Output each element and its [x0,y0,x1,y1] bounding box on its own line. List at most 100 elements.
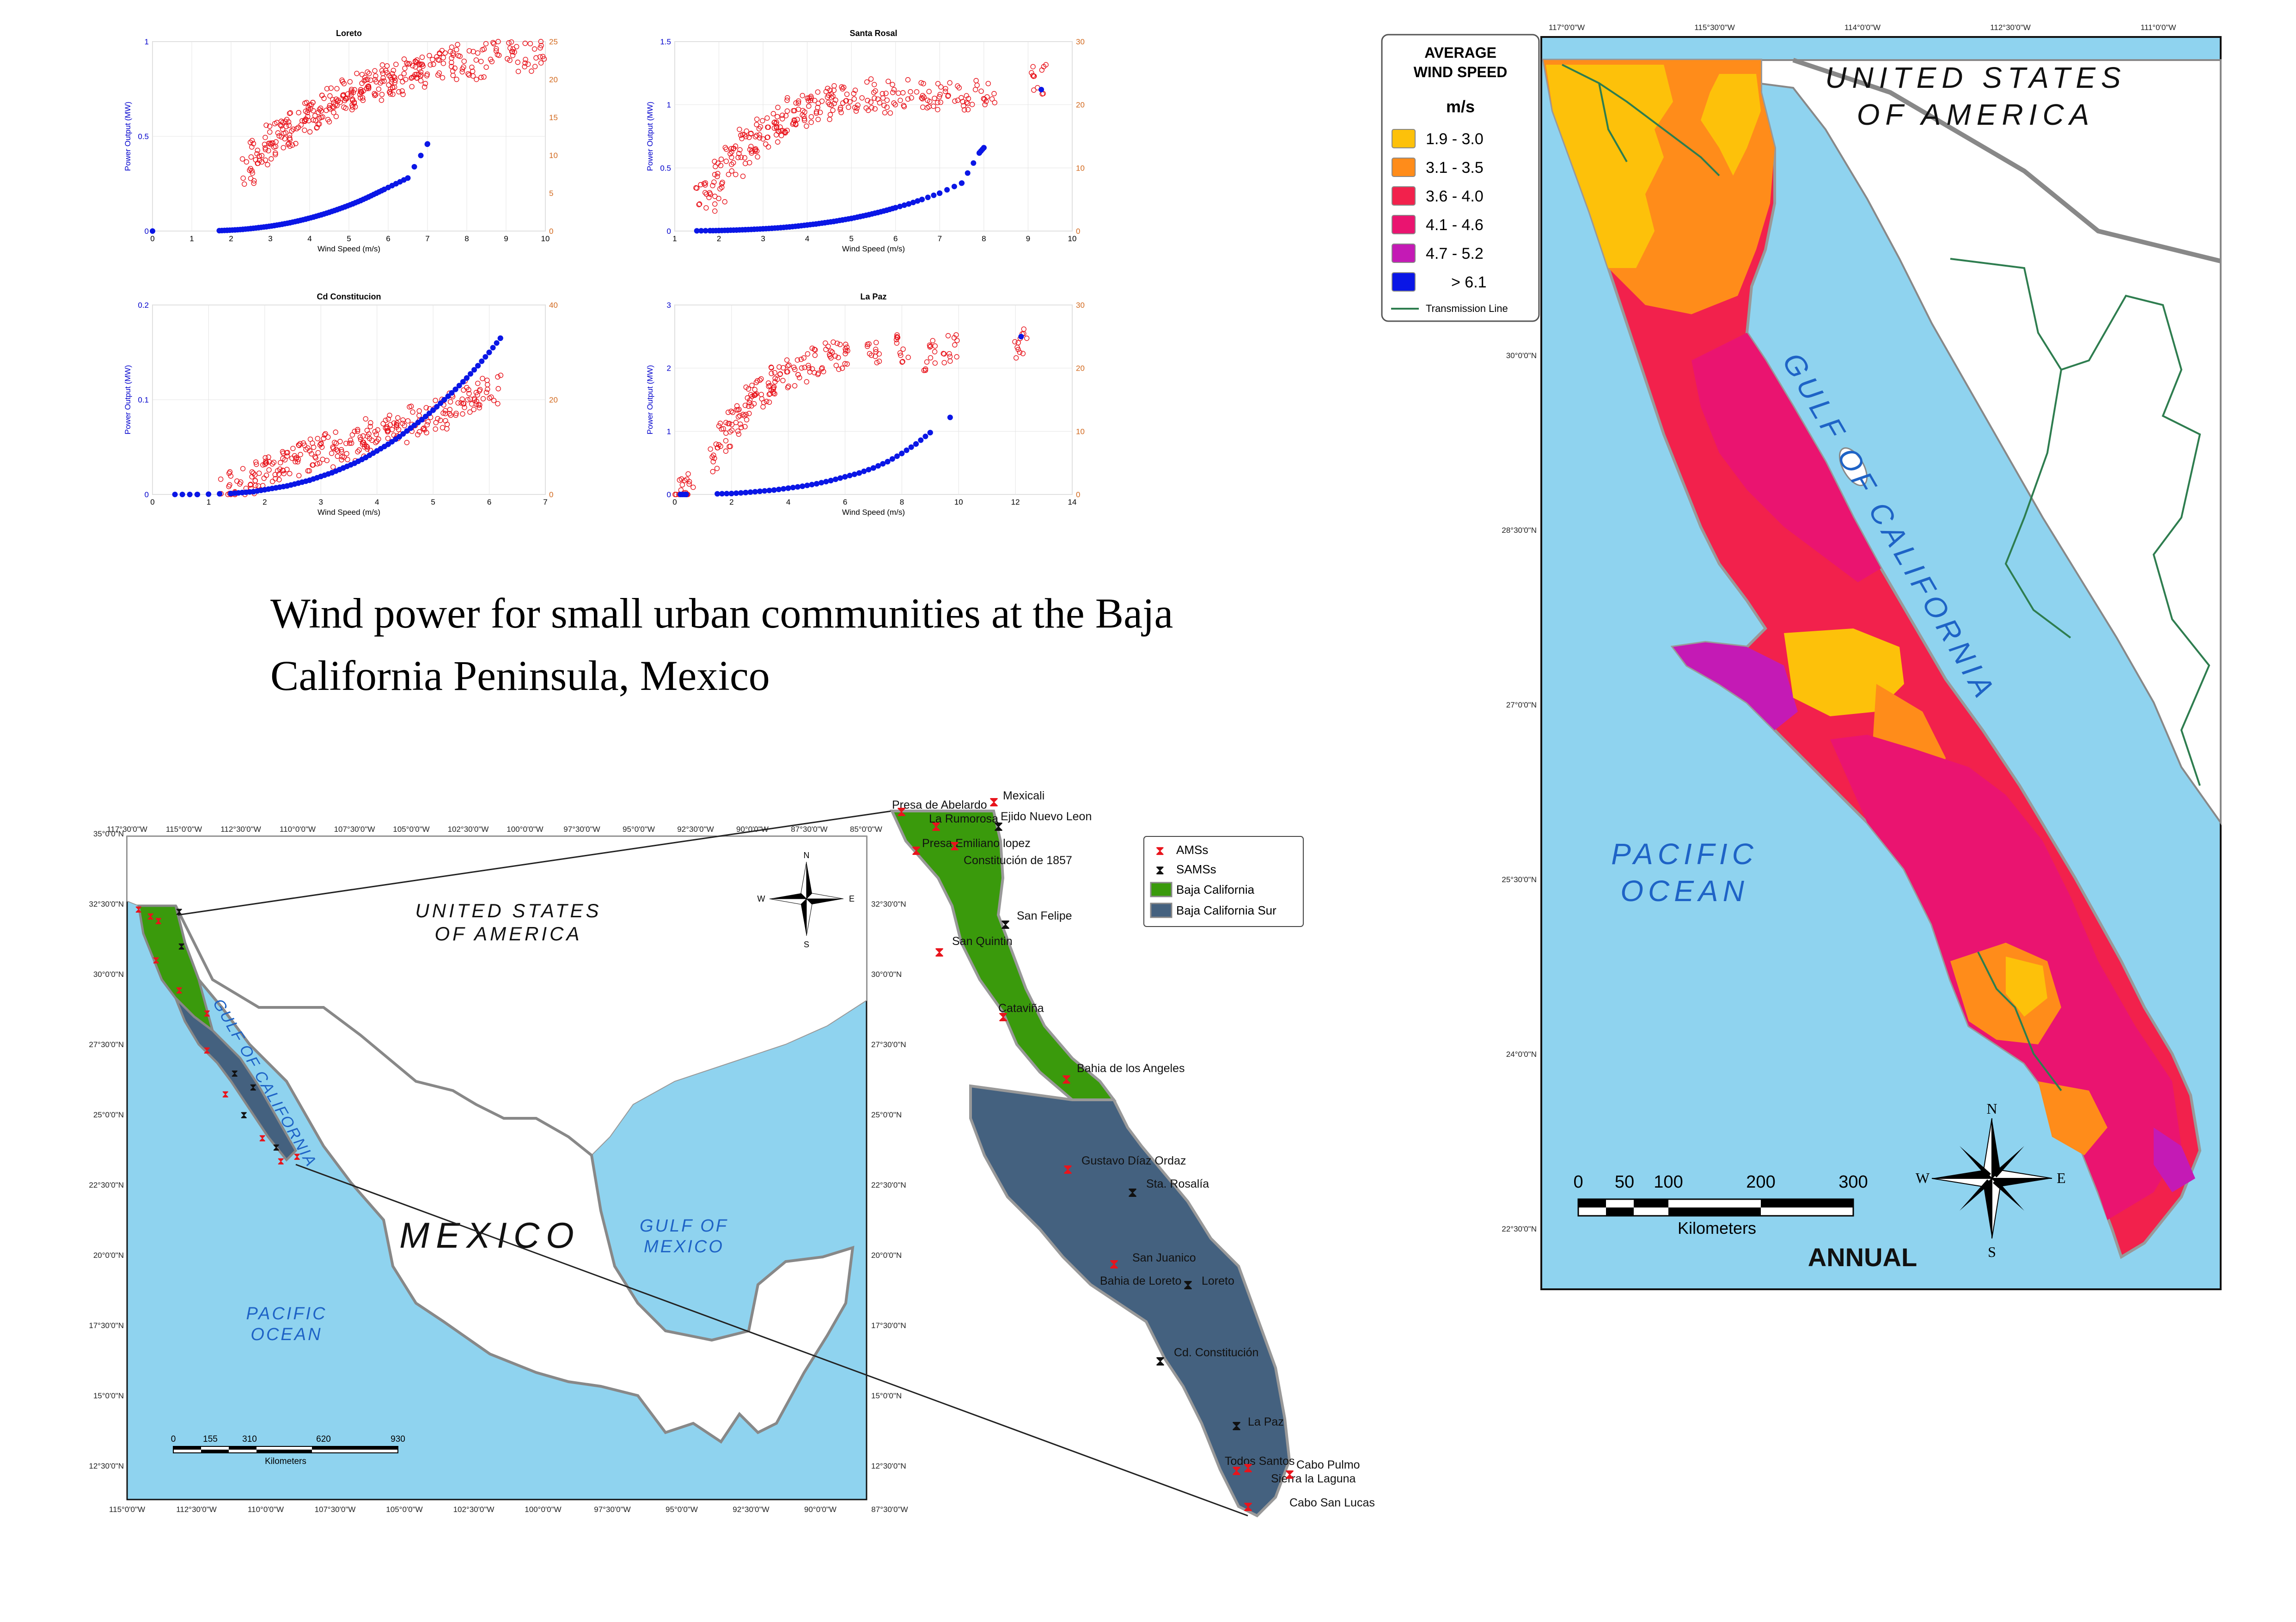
lon-label: 111°0'0"W [2141,23,2176,32]
wind-speed-point [495,401,501,407]
wind-speed-point [454,76,459,82]
wind-speed-point [311,445,317,450]
title-line-1: Wind power for small urban communities a… [270,590,1173,637]
wind-speed-point [830,107,836,113]
wind-speed-point [804,379,810,384]
wind-speed-point [784,108,790,114]
wind-speed-point [844,91,850,97]
wind-speed-point [710,183,715,189]
power-point [187,492,193,497]
x-tick-label: 4 [375,498,379,506]
wind-speed-point [708,446,713,452]
power-point [899,451,905,457]
lon-label: 85°0'0"W [850,825,882,834]
wind-speed-point [359,72,365,77]
wind-speed-point [327,93,333,99]
wind-speed-point [394,422,400,428]
power-point [951,183,957,189]
wind-speed-point [381,78,387,84]
wind-speed-point [515,68,521,74]
wind-speed-point [956,85,962,91]
wind-speed-point [283,124,289,129]
wind-speed-point [908,89,913,95]
wind-speed-point [495,374,501,380]
marker: ⧗ [250,1081,256,1093]
wind-speed-point [466,48,472,54]
wind-speed-point [469,64,475,70]
wind-speed-point [341,454,347,460]
wind-speed-point [319,92,325,98]
power-point [892,205,898,211]
wind-speed-point [723,438,729,444]
mainland-white [1580,59,2222,826]
pacific-ocean-label-2: OCEAN [250,1325,322,1344]
power-point [150,228,155,234]
wind-speed-point [287,135,293,141]
wind-speed-point [733,171,739,177]
legend-swatch [1392,215,1416,234]
wind-speed-point [794,357,800,363]
site-label: Cabo Pulmo [1296,1458,1360,1471]
wind-speed-point [715,445,721,451]
wind-speed-point [302,128,307,133]
marker: ⧗ [176,984,183,996]
ams-marker: ⧗ [1063,1161,1073,1177]
wind-speed-point [419,55,425,60]
wind-speed-point [449,60,454,65]
wind-speed-point [340,92,346,98]
x-tick-label: 8 [900,498,904,506]
wind-speed-point [839,366,845,371]
wind-speed-point [952,342,958,348]
wind-speed-point [250,141,256,146]
wind-speed-point [433,397,438,403]
wind-speed-point [395,415,401,421]
wind-speed-point [247,140,253,145]
wind-speed-point [389,427,395,433]
wind-speed-point [424,422,430,427]
wind-speed-point [927,98,933,104]
wind-speed-point [366,85,372,91]
wind-speed-point [478,59,484,64]
wind-speed-point [840,100,846,106]
wind-speed-point [388,91,393,97]
power-point [728,490,734,496]
wind-speed-point [286,119,292,125]
wind-speed-point [747,146,753,152]
wind-speed-point [512,49,517,55]
power-point [885,458,891,464]
wind-speed-point [401,71,407,77]
wind-speed-point [376,86,382,92]
wind-speed-point [894,332,900,338]
wind-speed-point [1015,347,1021,353]
wind-speed-point [310,462,316,468]
power-point [875,463,881,469]
power-point [889,456,895,462]
mx-scale-310: 310 [242,1434,257,1444]
legend-title-2: WIND SPEED [1414,64,1508,80]
x-tick-label: 7 [938,234,942,243]
wind-speed-point [348,440,354,446]
wind-speed-point [278,460,283,465]
y2-tick-label: 25 [549,37,558,46]
wind-speed-point [871,82,877,87]
wind-speed-point [786,362,792,368]
lon-label: 92°30'0"W [677,825,714,834]
lon-label: 117°30'0"W [107,825,147,834]
wind-speed-point [360,95,366,101]
wind-speed-point [719,426,724,432]
site-label: Bahia de Loreto [1100,1274,1182,1287]
chart-title: La Paz [860,292,886,301]
wind-speed-point [727,429,733,435]
wind-speed-point [900,346,906,352]
power-point [947,415,953,421]
x-tick-label: 1 [189,234,194,243]
power-point [944,187,950,193]
power-point [195,492,201,497]
wind-speed-point [794,116,800,122]
wind-speed-point [797,375,802,380]
period-label: ANNUAL [1808,1243,1917,1272]
y2-tick-label: 10 [1076,427,1085,436]
wind-speed-point [960,99,965,104]
wind-speed-point [360,433,366,439]
wind-speed-point [896,90,901,96]
